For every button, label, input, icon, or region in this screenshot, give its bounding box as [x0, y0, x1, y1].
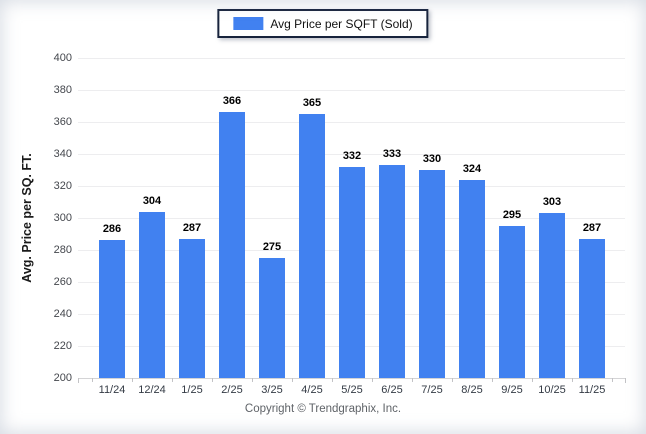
bar [379, 165, 405, 378]
y-tick-label: 400 [53, 52, 72, 64]
y-tick-label: 240 [53, 308, 72, 320]
x-tick-label: 2/25 [221, 384, 243, 396]
bar [99, 240, 125, 378]
y-tick-label: 320 [53, 180, 72, 192]
axis-tick [332, 378, 333, 382]
axis-tick [532, 378, 533, 382]
x-tick-label: 1/25 [181, 384, 203, 396]
axis-tick [78, 378, 79, 383]
bar-value-label: 365 [302, 97, 322, 109]
gridline [78, 122, 625, 123]
bar [459, 179, 485, 378]
axis-tick [132, 378, 133, 382]
axis-tick [572, 378, 573, 382]
x-tick-label: 10/25 [538, 384, 566, 396]
axis-tick [612, 378, 613, 382]
x-tick-label: 9/25 [501, 384, 523, 396]
bar-cell: 333 [372, 58, 412, 378]
axis-tick [492, 378, 493, 382]
x-tick-label: 6/25 [381, 384, 403, 396]
bar-cell: 286 [92, 58, 132, 378]
bar-cell: 304 [132, 58, 172, 378]
x-tick-label: 5/25 [341, 384, 363, 396]
axis-tick [212, 378, 213, 382]
axis-tick [412, 378, 413, 382]
y-tick-label: 340 [53, 148, 72, 160]
bar [219, 112, 245, 378]
gridline [78, 58, 625, 59]
gridline [78, 378, 625, 379]
bar-value-label: 366 [222, 95, 242, 108]
bar-value-label: 295 [502, 209, 522, 221]
y-tick-label: 260 [53, 276, 72, 288]
bar [339, 166, 365, 378]
bar-cell: 275 [252, 58, 292, 378]
legend-swatch [233, 17, 264, 30]
axis-tick [292, 378, 293, 382]
x-tick-label: 8/25 [461, 384, 483, 396]
y-tick-label: 380 [53, 84, 72, 96]
bar-cell: 365 [292, 58, 332, 378]
bar-cell: 287 [172, 58, 212, 378]
bar-value-label: 333 [382, 148, 402, 161]
gridline [78, 154, 625, 155]
bar-cell: 330 [412, 58, 452, 378]
bar-cell: 303 [532, 58, 572, 378]
x-tick-label: 11/25 [578, 384, 606, 396]
y-tick-label: 360 [53, 116, 72, 128]
x-tick-label: 11/24 [98, 384, 126, 396]
x-tick-label: 7/25 [421, 384, 443, 396]
bar [179, 238, 205, 378]
bar-cell: 287 [572, 58, 612, 378]
y-tick-label: 280 [53, 244, 72, 256]
bar-value-label: 286 [102, 223, 122, 236]
bar-value-label: 330 [422, 153, 442, 165]
chart-legend: Avg Price per SQFT (Sold) [217, 9, 429, 38]
y-tick-label: 220 [53, 340, 72, 352]
axis-tick [625, 378, 626, 383]
x-tick-label: 4/25 [301, 384, 323, 396]
bar-cell: 332 [332, 58, 372, 378]
bar [419, 170, 445, 378]
bar [299, 114, 325, 378]
bar-series: 286 304 287 366 275 365 332 333 330 324 295 303 287 [92, 58, 612, 378]
gridline [78, 90, 625, 91]
bar-value-label: 332 [342, 149, 362, 162]
y-axis-title: Avg. Price per SQ. FT. [20, 153, 34, 283]
bar-cell: 295 [492, 58, 532, 378]
copyright-text: Copyright © Trendgraphix, Inc. [244, 403, 402, 415]
axis-tick [372, 378, 373, 382]
x-tick-label: 12/24 [138, 384, 166, 396]
axis-tick [452, 378, 453, 382]
y-tick-label: 300 [53, 212, 72, 224]
bar [499, 226, 525, 378]
bar-cell: 324 [452, 58, 492, 378]
bar [259, 258, 285, 378]
legend-label: Avg Price per SQFT (Sold) [270, 16, 413, 31]
axis-tick [92, 378, 93, 382]
bar-value-label: 287 [182, 221, 202, 234]
bar [539, 213, 565, 378]
x-axis-labels: 11/24 12/24 1/25 2/25 3/25 4/25 5/25 6/25 7/25 8/… [92, 383, 612, 397]
bar [139, 211, 165, 378]
axis-tick [252, 378, 253, 382]
bar-value-label: 275 [262, 241, 282, 253]
bar-value-label: 304 [142, 194, 162, 207]
bar-value-label: 303 [542, 196, 562, 209]
bar-value-label: 324 [462, 162, 482, 175]
bar [579, 238, 605, 378]
y-tick-label: 200 [53, 372, 72, 384]
axis-tick [172, 378, 173, 382]
bar-value-label: 287 [582, 221, 602, 234]
x-tick-label: 3/25 [261, 384, 283, 396]
bar-cell: 366 [212, 58, 252, 378]
